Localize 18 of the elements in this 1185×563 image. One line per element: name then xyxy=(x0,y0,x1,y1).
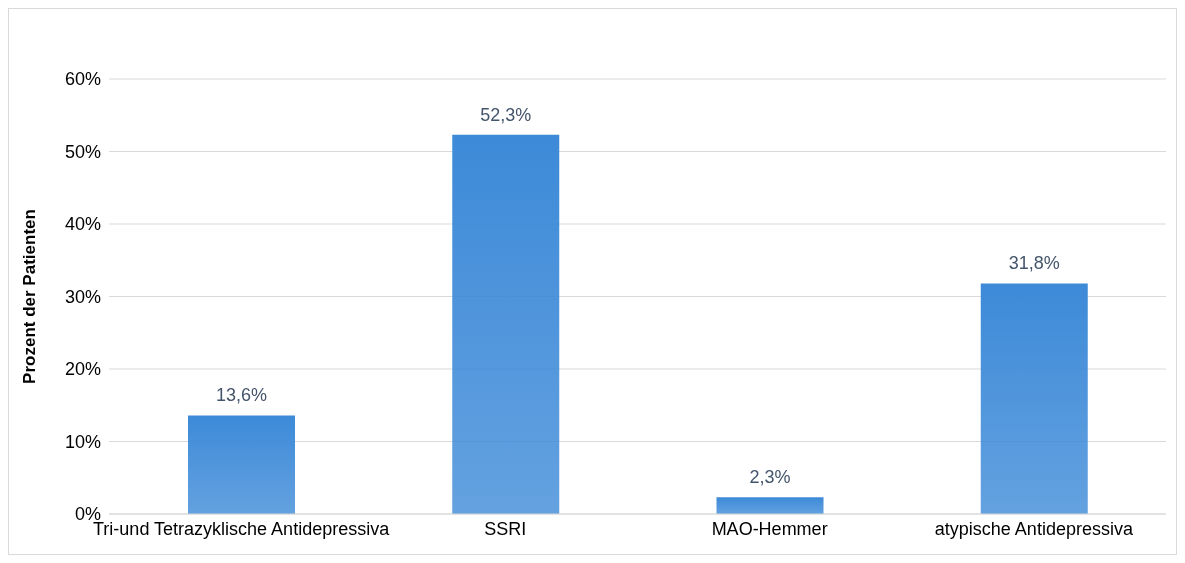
data-label: 2,3% xyxy=(749,467,791,488)
bar xyxy=(452,134,560,514)
y-axis-title: Prozent der Patienten xyxy=(20,209,40,384)
bar xyxy=(188,415,295,514)
data-label: 52,3% xyxy=(480,104,532,125)
x-tick-label: MAO-Hemmer xyxy=(711,518,828,539)
y-tick-label: 30% xyxy=(64,286,101,307)
data-label: 31,8% xyxy=(1008,253,1060,274)
y-tick-label: 40% xyxy=(64,214,101,235)
y-tick-label: 50% xyxy=(64,141,101,162)
x-tick-label: SSRI xyxy=(484,518,527,539)
x-tick-label: atypische Antidepressiva xyxy=(934,518,1134,539)
bar xyxy=(716,497,824,514)
bar xyxy=(980,283,1088,514)
y-tick-label: 10% xyxy=(64,431,101,452)
y-tick-label: 60% xyxy=(64,69,101,90)
y-tick-label: 20% xyxy=(64,359,101,380)
data-label: 13,6% xyxy=(215,385,268,406)
